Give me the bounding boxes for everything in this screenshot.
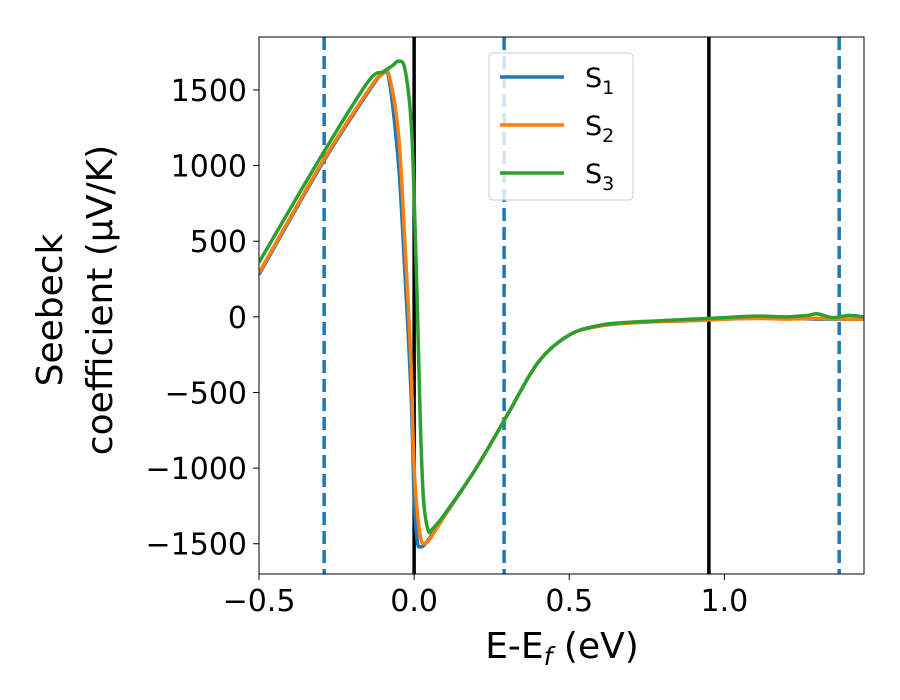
x-axis-label-unit: (eV)	[552, 626, 638, 667]
y-tick-label: −1000	[146, 452, 247, 487]
y-tick-label: −500	[165, 376, 247, 411]
axes-frame	[258, 36, 865, 575]
x-tick-label: −0.5	[223, 584, 296, 619]
y-tick-label: −1500	[146, 528, 247, 563]
ticks: −0.5 0.0 0.5 1.0 −1500 −1000 −500 0 500 1000 1500	[146, 74, 749, 619]
y-tick-label: 1500	[171, 74, 247, 109]
x-tick-label: 1.0	[701, 584, 749, 619]
plot-lines	[259, 37, 864, 574]
legend-label-s2: S2	[585, 111, 614, 147]
legend-label-s3: S3	[585, 159, 614, 195]
y-tick-label: 0	[228, 301, 247, 336]
x-axis-label: E-Ef (eV)	[485, 626, 639, 671]
y-tick-label: 1000	[171, 150, 247, 185]
y-tick-label: 500	[190, 225, 247, 260]
x-tick-label: 0.0	[390, 584, 438, 619]
legend-label-s1: S1	[585, 63, 614, 99]
x-axis-label-main: E-E	[485, 626, 543, 667]
legend: S1 S2 S3	[488, 52, 634, 201]
series-line-s3	[259, 59, 864, 535]
y-axis-label-line2: coefficient (μV/K)	[80, 145, 121, 455]
y-axis-label-line1: Seebeck	[30, 233, 71, 386]
x-tick-label: 0.5	[545, 584, 593, 619]
